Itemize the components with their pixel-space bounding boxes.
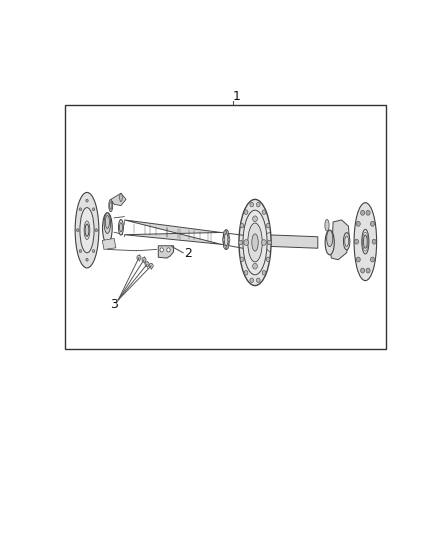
Circle shape	[222, 238, 225, 241]
Circle shape	[167, 248, 170, 252]
Circle shape	[266, 257, 270, 262]
Ellipse shape	[80, 208, 94, 253]
Circle shape	[92, 208, 95, 211]
Ellipse shape	[85, 224, 89, 236]
Circle shape	[95, 229, 98, 232]
Ellipse shape	[343, 232, 350, 250]
Ellipse shape	[119, 220, 124, 235]
Circle shape	[360, 268, 365, 273]
Ellipse shape	[102, 213, 112, 244]
Circle shape	[137, 255, 141, 260]
Circle shape	[366, 211, 370, 215]
Circle shape	[372, 239, 376, 244]
Circle shape	[226, 231, 229, 234]
Circle shape	[145, 262, 149, 266]
Circle shape	[223, 245, 226, 248]
Circle shape	[354, 239, 359, 244]
Circle shape	[356, 221, 360, 227]
Ellipse shape	[105, 215, 110, 229]
Ellipse shape	[364, 235, 367, 248]
Ellipse shape	[109, 199, 113, 212]
Ellipse shape	[223, 230, 229, 249]
Circle shape	[371, 257, 374, 262]
Circle shape	[86, 199, 88, 202]
Circle shape	[366, 268, 370, 273]
Circle shape	[239, 240, 243, 245]
Ellipse shape	[362, 229, 369, 254]
Ellipse shape	[104, 213, 110, 233]
Circle shape	[253, 263, 258, 269]
Ellipse shape	[325, 230, 334, 255]
Bar	[65, 105, 386, 349]
Ellipse shape	[248, 223, 262, 262]
Circle shape	[79, 249, 81, 253]
Circle shape	[262, 210, 266, 214]
Text: 2: 2	[184, 247, 192, 260]
Circle shape	[356, 257, 360, 262]
Ellipse shape	[354, 203, 377, 281]
Ellipse shape	[120, 223, 122, 232]
Circle shape	[262, 271, 266, 275]
Circle shape	[244, 240, 249, 245]
Text: 1: 1	[233, 90, 241, 103]
Polygon shape	[330, 220, 350, 260]
Circle shape	[240, 223, 244, 228]
Circle shape	[77, 229, 79, 232]
Ellipse shape	[325, 220, 329, 231]
Ellipse shape	[327, 230, 333, 247]
Circle shape	[240, 257, 244, 262]
Circle shape	[256, 278, 260, 282]
Polygon shape	[158, 246, 173, 258]
Circle shape	[86, 259, 88, 261]
Ellipse shape	[75, 192, 99, 268]
Circle shape	[250, 203, 254, 207]
Circle shape	[244, 210, 248, 214]
Circle shape	[223, 231, 226, 234]
Polygon shape	[75, 192, 99, 268]
Circle shape	[92, 249, 95, 253]
Ellipse shape	[224, 233, 228, 246]
Circle shape	[227, 238, 230, 241]
Ellipse shape	[243, 210, 267, 275]
Text: 3: 3	[110, 297, 118, 311]
Polygon shape	[264, 235, 318, 248]
Circle shape	[250, 278, 254, 282]
Ellipse shape	[110, 202, 112, 209]
Circle shape	[371, 221, 374, 227]
Circle shape	[253, 216, 258, 222]
Polygon shape	[124, 220, 221, 244]
Ellipse shape	[252, 234, 258, 251]
Circle shape	[266, 223, 270, 228]
Circle shape	[149, 263, 153, 268]
Circle shape	[268, 240, 271, 245]
Polygon shape	[102, 238, 116, 249]
Circle shape	[244, 271, 248, 275]
Ellipse shape	[239, 199, 271, 286]
Polygon shape	[354, 203, 377, 281]
Circle shape	[142, 257, 146, 262]
Circle shape	[160, 248, 163, 252]
Circle shape	[226, 245, 229, 248]
Ellipse shape	[120, 193, 122, 201]
Polygon shape	[111, 193, 126, 206]
Circle shape	[360, 211, 365, 215]
Circle shape	[261, 240, 266, 245]
Circle shape	[79, 208, 81, 211]
Ellipse shape	[345, 236, 349, 246]
Circle shape	[256, 203, 260, 207]
